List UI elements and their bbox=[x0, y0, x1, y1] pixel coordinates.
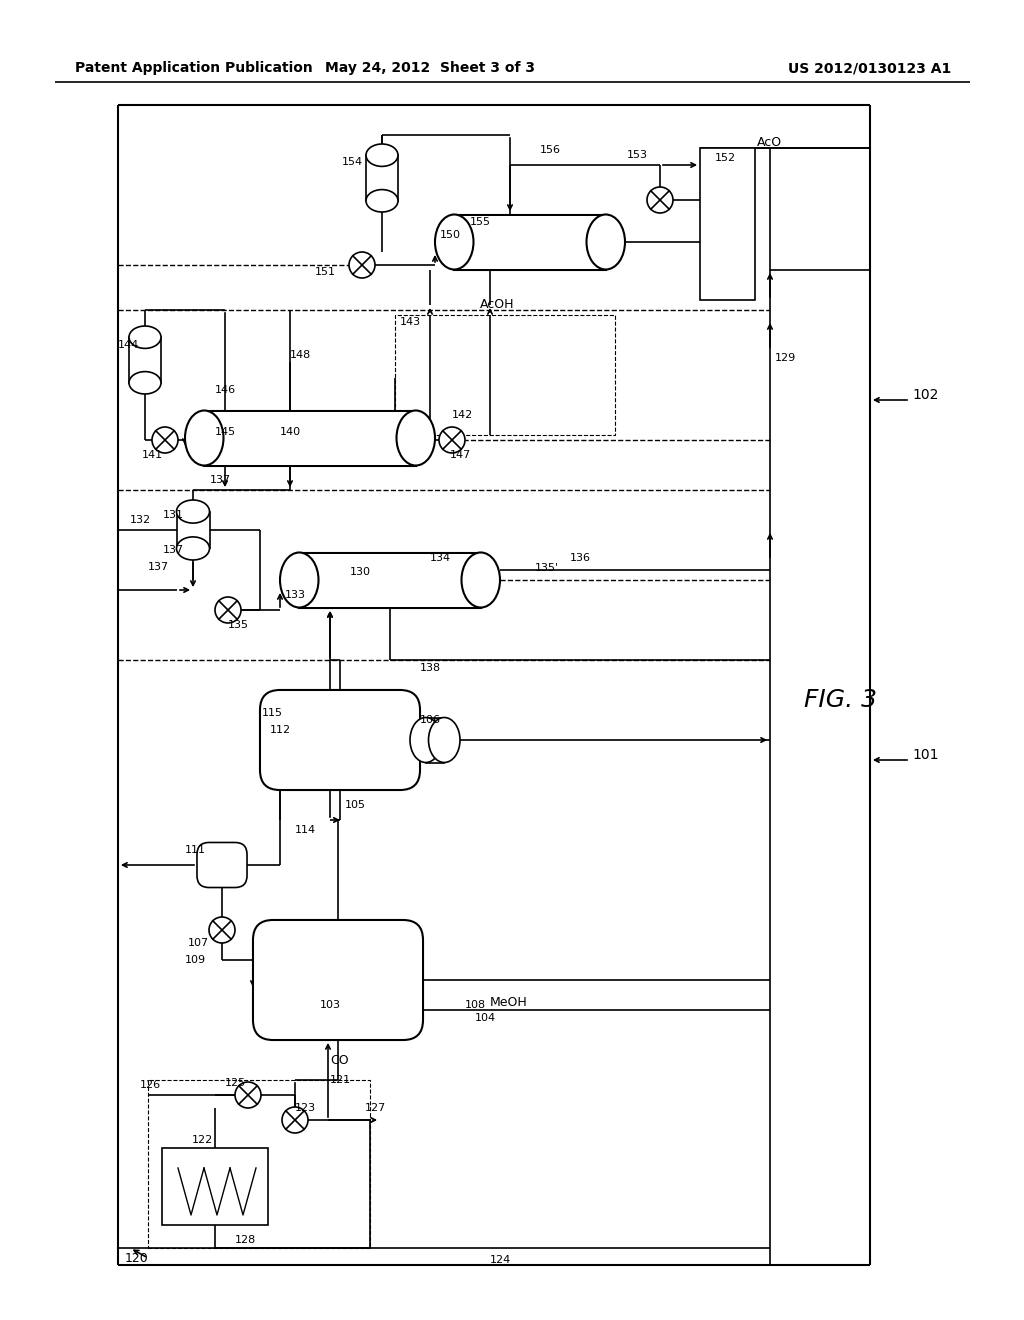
Text: 133: 133 bbox=[285, 590, 306, 601]
Bar bbox=[176, 512, 210, 548]
Ellipse shape bbox=[462, 553, 500, 607]
Text: 134: 134 bbox=[430, 553, 452, 564]
Text: AcOH: AcOH bbox=[480, 298, 514, 312]
Text: May 24, 2012  Sheet 3 of 3: May 24, 2012 Sheet 3 of 3 bbox=[325, 61, 535, 75]
FancyBboxPatch shape bbox=[253, 920, 423, 1040]
Text: 156: 156 bbox=[540, 145, 561, 154]
Text: 151: 151 bbox=[315, 267, 336, 277]
Ellipse shape bbox=[366, 144, 398, 166]
Text: 127: 127 bbox=[365, 1104, 386, 1113]
Text: 102: 102 bbox=[912, 388, 938, 403]
Text: 103: 103 bbox=[319, 1001, 341, 1010]
FancyBboxPatch shape bbox=[260, 690, 420, 789]
Bar bbox=[455, 215, 605, 268]
Text: 107: 107 bbox=[188, 939, 209, 948]
Text: 105: 105 bbox=[345, 800, 366, 810]
Bar bbox=[426, 718, 444, 763]
Text: 141: 141 bbox=[142, 450, 163, 459]
Text: MeOH: MeOH bbox=[490, 997, 527, 1010]
Ellipse shape bbox=[428, 718, 460, 763]
Bar bbox=[700, 148, 755, 300]
Text: 115: 115 bbox=[262, 708, 283, 718]
Text: 109: 109 bbox=[185, 954, 206, 965]
Text: 122: 122 bbox=[193, 1135, 213, 1144]
Text: 155: 155 bbox=[470, 216, 490, 227]
Text: 138: 138 bbox=[420, 663, 441, 673]
Ellipse shape bbox=[129, 326, 161, 348]
Circle shape bbox=[209, 917, 234, 942]
Circle shape bbox=[439, 426, 465, 453]
Ellipse shape bbox=[435, 214, 473, 269]
Text: 146: 146 bbox=[215, 385, 237, 395]
Text: 112: 112 bbox=[270, 725, 291, 735]
Text: 129: 129 bbox=[775, 352, 797, 363]
Ellipse shape bbox=[366, 190, 398, 213]
Circle shape bbox=[647, 187, 673, 213]
Text: 153: 153 bbox=[627, 150, 648, 160]
Text: 150: 150 bbox=[440, 230, 461, 240]
Bar bbox=[129, 337, 161, 383]
Bar bbox=[299, 553, 480, 607]
Text: 106: 106 bbox=[420, 715, 441, 725]
Text: US 2012/0130123 A1: US 2012/0130123 A1 bbox=[788, 61, 951, 75]
Text: 142: 142 bbox=[452, 411, 473, 420]
Text: 120: 120 bbox=[125, 1251, 148, 1265]
Text: 136: 136 bbox=[570, 553, 591, 564]
Text: 123: 123 bbox=[295, 1104, 316, 1113]
Ellipse shape bbox=[587, 214, 625, 269]
Ellipse shape bbox=[410, 718, 441, 763]
Ellipse shape bbox=[185, 411, 223, 466]
Text: CO: CO bbox=[330, 1053, 348, 1067]
Text: 137: 137 bbox=[148, 562, 169, 572]
Text: 131: 131 bbox=[163, 510, 184, 520]
Text: 114: 114 bbox=[295, 825, 316, 836]
Bar bbox=[366, 156, 398, 201]
Text: 154: 154 bbox=[342, 157, 364, 168]
Text: 145: 145 bbox=[215, 426, 237, 437]
Text: 137: 137 bbox=[210, 475, 231, 484]
Ellipse shape bbox=[396, 411, 435, 466]
Text: 135: 135 bbox=[228, 620, 249, 630]
Text: 137: 137 bbox=[163, 545, 184, 554]
Text: FIG. 3: FIG. 3 bbox=[804, 688, 877, 711]
Text: 152: 152 bbox=[715, 153, 736, 162]
Text: 143: 143 bbox=[400, 317, 421, 327]
Bar bbox=[204, 412, 415, 465]
Text: 130: 130 bbox=[350, 568, 371, 577]
Ellipse shape bbox=[176, 500, 210, 523]
Circle shape bbox=[349, 252, 375, 279]
Text: 128: 128 bbox=[234, 1236, 256, 1245]
Circle shape bbox=[215, 597, 241, 623]
Circle shape bbox=[282, 1107, 308, 1133]
Text: 126: 126 bbox=[140, 1080, 161, 1090]
Bar bbox=[455, 214, 606, 269]
Text: 111: 111 bbox=[185, 845, 206, 855]
Ellipse shape bbox=[176, 537, 210, 560]
Ellipse shape bbox=[280, 553, 318, 607]
Bar bbox=[162, 1148, 268, 1225]
Text: AcO: AcO bbox=[757, 136, 782, 149]
Bar bbox=[426, 718, 443, 762]
Text: 108: 108 bbox=[465, 1001, 486, 1010]
Bar bbox=[395, 315, 615, 436]
Text: 101: 101 bbox=[912, 748, 939, 762]
Text: 147: 147 bbox=[450, 450, 471, 459]
Text: 148: 148 bbox=[290, 350, 311, 360]
Ellipse shape bbox=[129, 372, 161, 393]
Bar bbox=[148, 1080, 370, 1247]
Text: 140: 140 bbox=[280, 426, 301, 437]
Text: 125: 125 bbox=[225, 1078, 246, 1088]
Circle shape bbox=[234, 1082, 261, 1107]
Text: 124: 124 bbox=[490, 1255, 511, 1265]
Text: 132: 132 bbox=[130, 515, 152, 525]
Text: 121: 121 bbox=[330, 1074, 351, 1085]
FancyBboxPatch shape bbox=[197, 842, 247, 887]
Text: Patent Application Publication: Patent Application Publication bbox=[75, 61, 312, 75]
Bar bbox=[204, 411, 416, 466]
Text: 144: 144 bbox=[118, 341, 139, 350]
Text: 104: 104 bbox=[475, 1012, 496, 1023]
Bar bbox=[299, 553, 480, 606]
Circle shape bbox=[152, 426, 178, 453]
Text: 135': 135' bbox=[535, 564, 559, 573]
